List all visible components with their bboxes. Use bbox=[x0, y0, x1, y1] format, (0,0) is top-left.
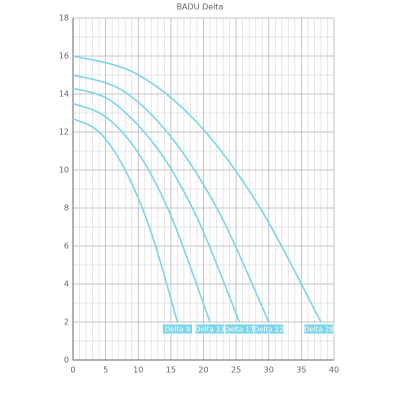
x-tick-label: 40 bbox=[329, 366, 339, 375]
curve bbox=[72, 74, 270, 323]
y-tick-label: 0 bbox=[64, 356, 69, 365]
y-tick-label: 10 bbox=[59, 166, 69, 175]
curve bbox=[72, 87, 241, 323]
x-tick-label: 20 bbox=[198, 366, 208, 375]
legend-box bbox=[253, 323, 285, 335]
x-tick-label: 35 bbox=[296, 366, 306, 375]
x-tick-label: 30 bbox=[264, 366, 274, 375]
y-tick-label: 4 bbox=[64, 280, 69, 289]
x-tick-label: 10 bbox=[133, 366, 143, 375]
y-tick-label: 2 bbox=[64, 318, 69, 327]
y-tick-label: 18 bbox=[59, 14, 69, 23]
y-tick-label: 8 bbox=[64, 204, 69, 213]
x-tick-label: 15 bbox=[166, 366, 176, 375]
curve bbox=[72, 102, 211, 323]
curve bbox=[72, 55, 322, 323]
y-tick-label: 12 bbox=[59, 128, 69, 137]
chart-title: BADU Delta bbox=[177, 3, 224, 12]
legend-box bbox=[161, 323, 193, 335]
x-tick-label: 25 bbox=[231, 366, 241, 375]
curve bbox=[72, 117, 179, 323]
legend-label: Delta 22 bbox=[254, 326, 284, 334]
y-tick-label: 6 bbox=[64, 242, 69, 251]
x-tick-label: 0 bbox=[70, 366, 75, 375]
legend-box bbox=[303, 323, 335, 335]
x-tick-label: 5 bbox=[103, 366, 108, 375]
legend-label: Delta 28 bbox=[304, 326, 334, 334]
y-tick-label: 14 bbox=[59, 90, 69, 99]
legend-label: Delta 17 bbox=[224, 326, 254, 334]
legend-label: Delta 9 bbox=[165, 326, 190, 334]
y-tick-label: 16 bbox=[59, 52, 69, 61]
legend-label: Delta 13 bbox=[195, 326, 225, 334]
